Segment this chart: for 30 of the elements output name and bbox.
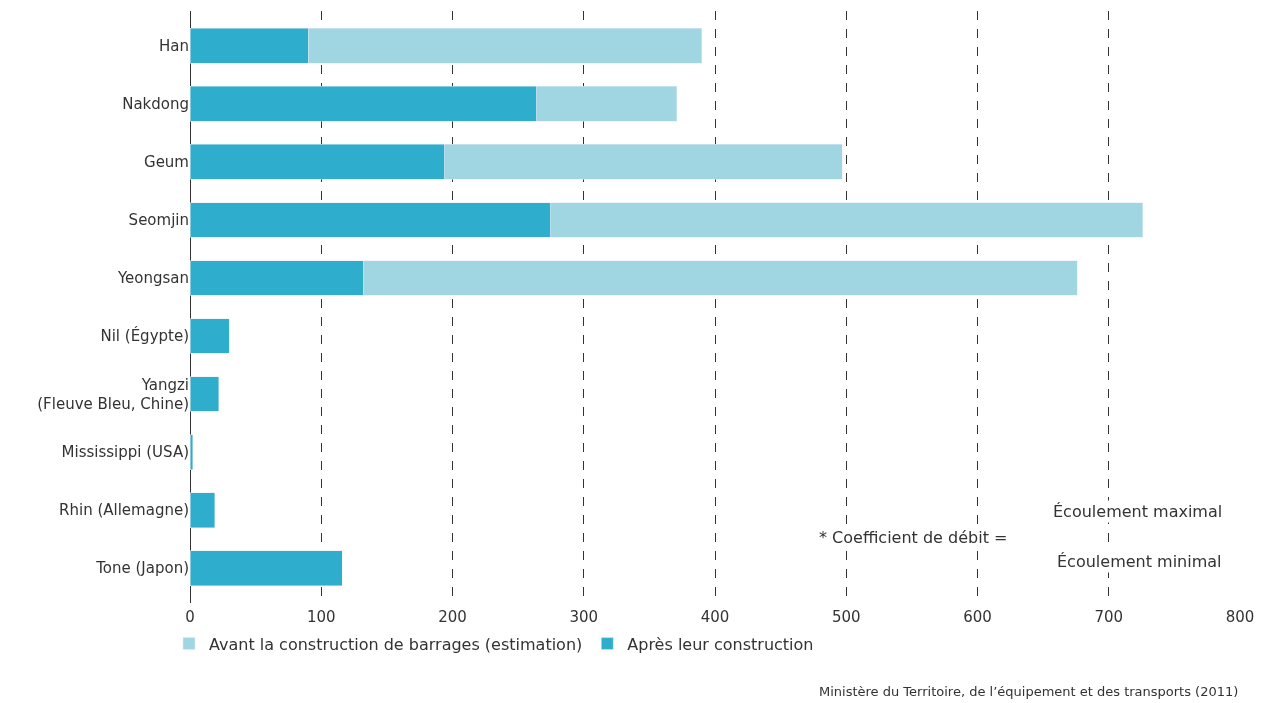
x-tick-label: 800 [1225, 608, 1255, 626]
annotation: * Coefficient de débit = [819, 528, 1008, 547]
y-tick-label: Nil (Égypte) [100, 326, 189, 346]
annotation: Écoulement minimal [1057, 552, 1222, 571]
y-tick-label: Geum [144, 153, 189, 172]
x-tick-label: 700 [1094, 608, 1124, 626]
x-tick-label: 200 [438, 608, 467, 626]
y-tick-label: Yeongsan [116, 269, 189, 288]
y-tick-label: Nakdong [122, 95, 189, 114]
bar [190, 550, 343, 586]
y-tick-label: Mississippi (USA) [61, 443, 189, 462]
x-tick-label: 0 [185, 608, 195, 626]
text: Ministère du Territoire, de l’équipement et des transports (2011) [819, 684, 1239, 699]
y-tick-label: Yangzi (Fleuve Bleu, Chine) [37, 375, 189, 414]
y-tick-label: Seomjin [128, 211, 189, 230]
legend-label: Avant la construction de barrages (estimation) [209, 634, 583, 654]
x-tick-label: 300 [569, 608, 599, 626]
x-tick-label: 600 [963, 608, 992, 626]
x-tick-label: 400 [700, 608, 730, 626]
bar [190, 492, 216, 528]
legend-label: Après leur construction [627, 634, 814, 654]
x-tick-label: 500 [831, 608, 861, 626]
y-tick-label: Rhin (Allemagne) [59, 501, 189, 520]
annotation: Écoulement maximal [1053, 502, 1223, 521]
y-tick-label: Han [159, 37, 189, 56]
bar [190, 318, 230, 354]
bar [190, 434, 193, 470]
bar [190, 376, 220, 412]
x-tick-label: 100 [306, 608, 336, 626]
y-tick-label: Tone (Japon) [95, 559, 189, 578]
